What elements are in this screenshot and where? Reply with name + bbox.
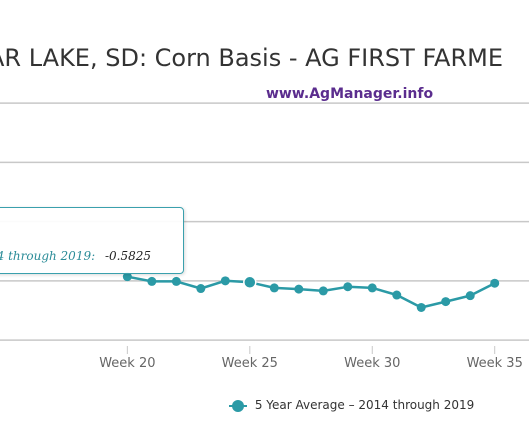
data-point-week-21[interactable] xyxy=(147,276,157,286)
series-line-0 xyxy=(127,275,496,309)
chart-subtitle[interactable]: www.AgManager.info xyxy=(266,86,434,102)
tooltip-value: -0.5825 xyxy=(104,249,152,263)
legend-marker-icon xyxy=(229,399,247,412)
data-point-week-28[interactable] xyxy=(318,286,328,296)
x-axis: Week 20 Week 25 Week 30 Week 35 xyxy=(99,346,523,371)
data-point-week-32[interactable] xyxy=(416,302,426,312)
data-point-week-27[interactable] xyxy=(294,284,304,294)
data-point-week-29[interactable] xyxy=(343,282,353,292)
x-tick-label-0: Week 20 xyxy=(99,356,155,371)
data-point-week-31[interactable] xyxy=(392,290,402,300)
chart-title: AR LAKE, SD: Corn Basis - AG FIRST FARME xyxy=(0,44,504,72)
data-point-week-26[interactable] xyxy=(269,283,279,293)
data-point-week-22[interactable] xyxy=(171,276,181,286)
data-point-week-30[interactable] xyxy=(367,283,377,293)
x-tick-label-2: Week 30 xyxy=(344,356,400,371)
tooltip-text: 14 through 2019: -0.5825 xyxy=(0,249,151,263)
data-point-week-33[interactable] xyxy=(441,297,451,307)
data-point-week-24[interactable] xyxy=(220,276,230,286)
data-point-week-23[interactable] xyxy=(196,284,206,294)
tooltip-series-label: 14 through 2019: xyxy=(0,249,96,263)
x-tick-label-3: Week 35 xyxy=(467,356,523,371)
x-tick-label-1: Week 25 xyxy=(222,356,278,371)
series-layer xyxy=(122,272,500,312)
data-point-week-20[interactable] xyxy=(122,272,132,282)
data-point-week-34[interactable] xyxy=(465,291,475,301)
data-tooltip: 14 through 2019: -0.5825 xyxy=(0,207,184,274)
data-point-week-35[interactable] xyxy=(490,278,500,288)
data-point-week-25[interactable] xyxy=(243,275,257,290)
legend[interactable]: 5 Year Average – 2014 through 2019 xyxy=(229,398,474,412)
grid-lines xyxy=(0,102,529,341)
legend-label[interactable]: 5 Year Average – 2014 through 2019 xyxy=(254,398,475,412)
